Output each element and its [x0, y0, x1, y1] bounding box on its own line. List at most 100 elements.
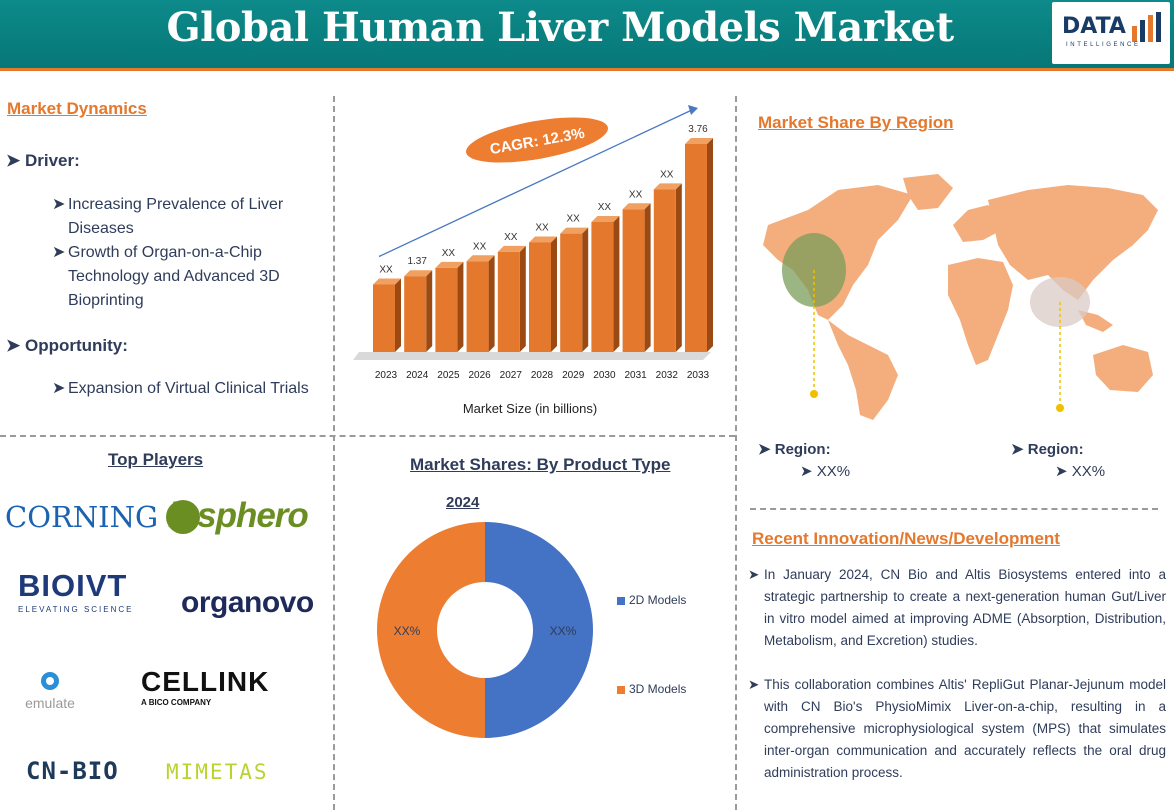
bar-top: [622, 203, 651, 210]
europe-shape: [953, 205, 1003, 242]
header-banner: Global Human Liver Models Market DATA IN…: [0, 0, 1174, 68]
bar-side: [551, 236, 557, 352]
bar-value-label: 3.76: [688, 124, 708, 135]
region-value-2: ➤ XX%: [1055, 463, 1106, 480]
driver-label: ➤ Driver:: [6, 151, 80, 170]
legend-2d-models: 2D Models: [617, 593, 686, 607]
arrow-icon: ➤: [758, 441, 775, 458]
arrow-icon: ➤: [52, 380, 66, 397]
arrow-icon: ➤: [52, 244, 66, 261]
news-paragraph-2: ➤ This collaboration combines Altis' Rep…: [748, 674, 1166, 784]
arrow-icon: ➤: [6, 336, 25, 355]
bar-side: [457, 261, 464, 352]
bar-top: [404, 270, 433, 277]
driver-item-2: ➤ Growth of Organ-on-a-Chip Technology a…: [52, 241, 280, 313]
trend-arrow-line: [378, 108, 695, 258]
x-tick-label: 2030: [593, 370, 616, 381]
bar-top: [685, 138, 713, 144]
bar-top: [529, 236, 557, 243]
bar-2024: [404, 276, 427, 352]
bar-top: [591, 216, 620, 222]
bar-value-label: XX: [504, 232, 518, 243]
chart-floor: [353, 352, 711, 360]
x-tick-label: 2028: [531, 370, 554, 381]
bar-side: [644, 203, 651, 352]
bar-2025: [435, 267, 458, 352]
world-map: [763, 174, 1158, 420]
driver-item-1: ➤ Increasing Prevalence of Liver Disease…: [52, 193, 283, 241]
region-label-2: ➤ Region:: [1011, 441, 1084, 458]
arrow-icon: ➤: [6, 151, 25, 170]
cagr-ellipse: [466, 117, 608, 163]
product-type-donut-chart: XX% XX%: [377, 522, 593, 738]
bar-value-label: XX: [598, 202, 612, 213]
bar-value-label: XX: [567, 214, 581, 225]
legend-3d-models: 3D Models: [617, 682, 686, 696]
bar-2032: [653, 189, 676, 352]
x-tick-label: 2027: [500, 370, 523, 381]
logo-text: DATA: [1062, 14, 1126, 39]
x-tick-label: 2023: [375, 370, 398, 381]
bar-side: [426, 270, 433, 352]
bar-value-label: XX: [442, 248, 456, 259]
emulate-drop-icon: [41, 672, 59, 690]
arrow-icon: ➤: [748, 677, 760, 692]
datam-logo: DATA INTELLIGENCE: [1052, 2, 1170, 64]
bar-side: [613, 216, 620, 352]
region-value-1: ➤ XX%: [800, 463, 851, 480]
legend-swatch-icon: [617, 596, 625, 605]
bar-top: [560, 227, 589, 234]
divider-middle: [0, 435, 735, 437]
bar-side: [519, 245, 526, 352]
region-pointer-dot: [810, 390, 818, 398]
arrow-icon: ➤: [748, 567, 760, 582]
region-pointer-dot: [1056, 404, 1064, 412]
bar-2033: [685, 144, 707, 352]
top-players-heading: Top Players: [108, 450, 204, 469]
logo-bars-icon: [1132, 12, 1161, 42]
legend-swatch-icon: [617, 685, 625, 694]
bar-side: [675, 183, 682, 352]
bar-2030: [591, 222, 614, 352]
divider-news: [750, 508, 1158, 510]
page-title: Global Human Liver Models Market: [166, 4, 954, 51]
bar-2028: [529, 242, 551, 352]
bar-value-label: XX: [379, 265, 393, 276]
logo-subtext: INTELLIGENCE: [1066, 42, 1141, 48]
donut-slice-1: [485, 522, 593, 738]
x-tick-label: 2026: [468, 370, 491, 381]
bar-side: [488, 255, 495, 352]
x-tick-label: 2025: [437, 370, 460, 381]
south-america-shape: [828, 320, 898, 420]
bar-2026: [466, 261, 489, 352]
bioivt-logo: BIOIVT ELEVATING SCIENCE: [18, 568, 134, 614]
cellink-logo: CELLINK A BICO COMPANY: [141, 666, 270, 707]
x-tick-label: 2033: [687, 370, 710, 381]
greenland-shape: [903, 174, 953, 210]
news-paragraph-1: ➤ In January 2024, CN Bio and Altis Bios…: [748, 564, 1166, 652]
bar-2029: [560, 233, 583, 352]
x-tick-label: 2029: [562, 370, 585, 381]
x-tick-label: 2032: [656, 370, 679, 381]
mimetas-logo: MIMETAS: [166, 760, 269, 784]
insphero-badge-icon: [166, 500, 200, 534]
product-type-heading: Market Shares: By Product Type: [410, 455, 671, 474]
market-dynamics-heading: Market Dynamics: [7, 99, 147, 118]
divider-right: [735, 96, 737, 810]
region-label-1: ➤ Region:: [758, 441, 831, 458]
emulate-logo: emulate: [18, 672, 82, 711]
opportunity-label: ➤ Opportunity:: [6, 336, 128, 355]
donut-slice-label: XX%: [550, 624, 577, 638]
southeast-asia-shape: [1078, 310, 1113, 332]
bar-side: [582, 227, 589, 352]
bar-2023: [373, 284, 395, 352]
bar-top: [435, 261, 464, 268]
asia-shape: [988, 185, 1158, 300]
x-tick-label: 2024: [406, 370, 429, 381]
bar-top: [497, 245, 526, 252]
bar-2027: [497, 251, 520, 352]
news-heading: Recent Innovation/News/Development: [752, 529, 1060, 548]
bar-value-label: 1.37: [407, 256, 427, 267]
bar-value-label: XX: [660, 169, 674, 180]
donut-slice-2: [377, 522, 485, 738]
